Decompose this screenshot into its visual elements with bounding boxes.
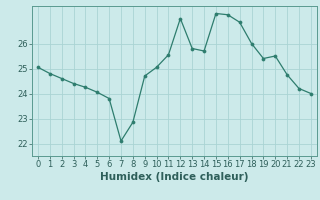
X-axis label: Humidex (Indice chaleur): Humidex (Indice chaleur) xyxy=(100,172,249,182)
